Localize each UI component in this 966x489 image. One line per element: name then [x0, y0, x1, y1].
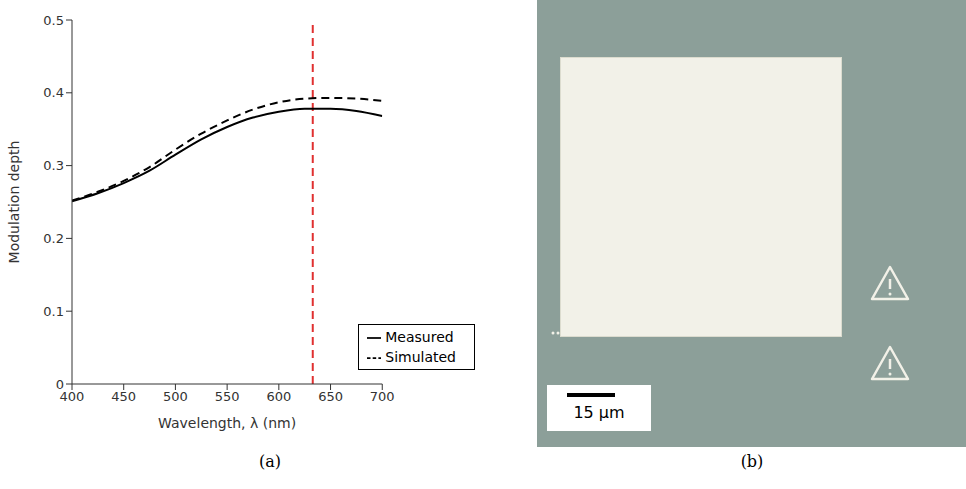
svg-text:500: 500 — [163, 389, 188, 404]
html-text:15 µm: 15 µm — [573, 403, 625, 422]
svg-text:650: 650 — [318, 389, 343, 404]
svg-text:Modulation depth: Modulation depth — [6, 141, 22, 264]
svg-text:0.4: 0.4 — [43, 85, 64, 100]
html-text:(b): (b) — [740, 452, 764, 471]
svg-text:0: 0 — [56, 377, 64, 392]
html-text:(a): (a) — [259, 452, 281, 471]
svg-text:400: 400 — [59, 389, 85, 405]
svg-text:0.1: 0.1 — [43, 304, 64, 319]
svg-text:700: 700 — [370, 389, 395, 404]
html-text:Measured: Measured — [385, 329, 454, 345]
svg-text:0.5: 0.5 — [43, 13, 64, 28]
html-text:Simulated: Simulated — [385, 349, 456, 365]
svg-text:0.3: 0.3 — [43, 158, 64, 173]
svg-text:600: 600 — [266, 389, 291, 404]
svg-text:450: 450 — [111, 389, 136, 404]
svg-text:Wavelength, λ (nm): Wavelength, λ (nm) — [158, 415, 296, 431]
svg-text:550: 550 — [215, 389, 240, 404]
svg-text:0.2: 0.2 — [43, 231, 64, 246]
